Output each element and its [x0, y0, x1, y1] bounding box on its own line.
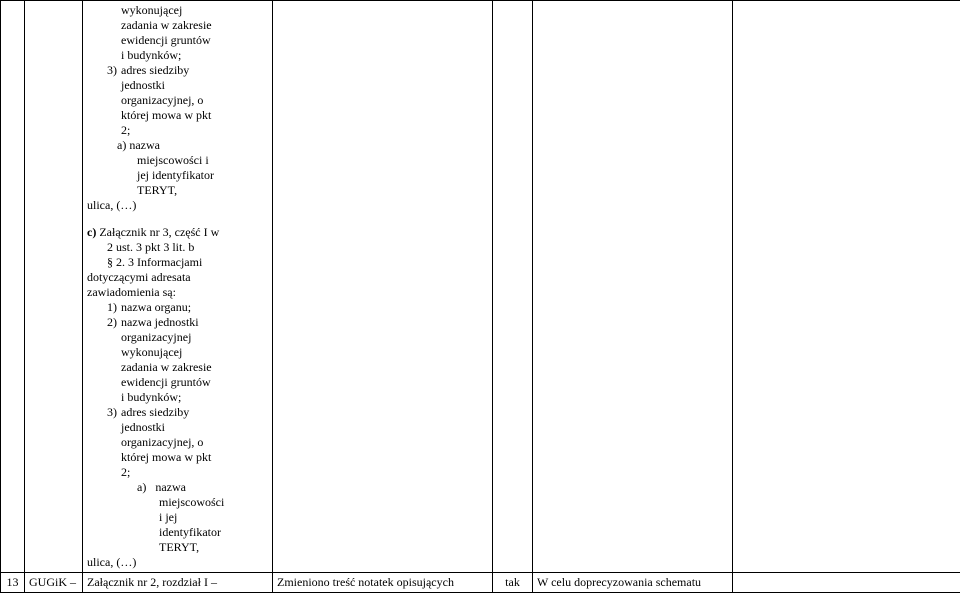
text: § 2. [107, 255, 128, 269]
list-line: i budynków; [121, 390, 181, 404]
text-line: ewidencji gruntów [87, 33, 268, 48]
cell-flag [493, 1, 533, 573]
sub-item-a: a) nazwa [87, 138, 268, 153]
page: wykonującej zadania w zakresie ewidencji… [0, 0, 960, 549]
document-table: wykonującej zadania w zakresie ewidencji… [0, 0, 960, 593]
text: nazwa [129, 138, 160, 152]
list-line: której mowa w pkt [121, 108, 211, 122]
list-item: nazwa organu; [107, 300, 268, 315]
list-line: 2; [121, 123, 130, 137]
cell-desc [273, 1, 493, 573]
cell-org: GUGiK – [25, 573, 83, 593]
cell-flag: tak [493, 573, 533, 593]
text-line: zawiadomienia są: [87, 285, 268, 300]
text: Załącznik nr 3, część I w [96, 225, 219, 239]
cell-ref: Załącznik nr 2, rozdział I – [83, 573, 273, 593]
sub-item-a: a) nazwa [87, 480, 268, 495]
text-line: 2 ust. 3 pkt 3 lit. b [87, 240, 268, 255]
cell-reason [533, 1, 733, 573]
list-line: organizacyjnej [121, 330, 191, 344]
text-line: miejscowości i [87, 153, 268, 168]
list-line: 2; [121, 465, 130, 479]
cell-extra [733, 573, 960, 593]
text: 3 Informacjami [128, 255, 202, 269]
list-line: jednostki [121, 420, 165, 434]
list-line: organizacyjnej, o [121, 93, 203, 107]
ordered-list: nazwa organu; nazwa jednostki organizacy… [87, 300, 268, 480]
list-line: adres siedziby [121, 63, 189, 77]
text-line: wykonującej [87, 3, 268, 18]
text-line: zadania w zakresie [87, 18, 268, 33]
spacer [87, 213, 268, 225]
marker-a: a) [137, 480, 146, 494]
cell-legal-text: wykonującej zadania w zakresie ewidencji… [83, 1, 273, 573]
cell-org [25, 1, 83, 573]
list-item: adres siedziby jednostki organizacyjnej,… [107, 405, 268, 480]
text-line: § 2. 3 Informacjami [87, 255, 268, 270]
text-line: dotyczącymi adresata [87, 270, 268, 285]
list-line: adres siedziby [121, 405, 189, 419]
text-line: TERYT, [87, 540, 268, 555]
text: nazwa [155, 480, 186, 494]
text-line: jej identyfikator [87, 168, 268, 183]
text-line: i budynków; [87, 48, 268, 63]
cell-num [1, 1, 25, 573]
text-line: c) Załącznik nr 3, część I w [87, 225, 268, 240]
table-row: wykonującej zadania w zakresie ewidencji… [1, 1, 960, 573]
table-row: 13 GUGiK – Załącznik nr 2, rozdział I – … [1, 573, 960, 593]
list-line: nazwa jednostki [121, 315, 199, 329]
legal-text-block: wykonującej zadania w zakresie ewidencji… [87, 3, 268, 570]
text-line: miejscowości [87, 495, 268, 510]
list-line: której mowa w pkt [121, 450, 211, 464]
list-line: zadania w zakresie [121, 360, 212, 374]
list-line: nazwa organu; [121, 300, 191, 314]
list-item: nazwa jednostki organizacyjnej wykonując… [107, 315, 268, 405]
cell-reason: W celu doprecyzowania schematu [533, 573, 733, 593]
text-line: identyfikator [87, 525, 268, 540]
cell-num: 13 [1, 573, 25, 593]
list-line: jednostki [121, 78, 165, 92]
cell-extra [733, 1, 960, 573]
text-line: ulica, (…) [87, 555, 268, 570]
list-line: organizacyjnej, o [121, 435, 203, 449]
marker-a: a) [117, 138, 126, 152]
list-line: ewidencji gruntów [121, 375, 211, 389]
ordered-list: adres siedziby jednostki organizacyjnej,… [87, 63, 268, 138]
list-item: adres siedziby jednostki organizacyjnej,… [107, 63, 268, 138]
text-line: TERYT, [87, 183, 268, 198]
text-line: ulica, (…) [87, 198, 268, 213]
bold-c: c) [87, 225, 96, 239]
list-line: wykonującej [121, 345, 182, 359]
text-line: i jej [87, 510, 268, 525]
cell-desc: Zmieniono treść notatek opisujących [273, 573, 493, 593]
